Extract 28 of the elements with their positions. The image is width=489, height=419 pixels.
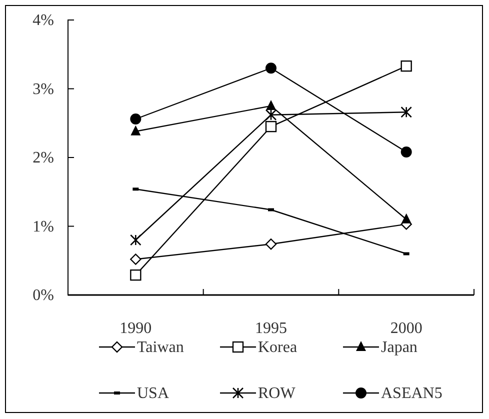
legend-label: ROW: [258, 385, 296, 402]
point: [266, 62, 276, 74]
y-tick-label: 1%: [32, 218, 54, 236]
legend-label: Korea: [258, 339, 298, 356]
point: [130, 234, 142, 246]
legend-label: Japan: [381, 339, 418, 356]
legend-label: Taiwan: [137, 339, 184, 356]
y-tick-label: 0%: [32, 287, 54, 304]
y-tick-label: 2%: [32, 150, 54, 167]
point: [266, 100, 276, 110]
point: [401, 213, 412, 224]
x-tick-label: 1995: [255, 320, 287, 337]
point: [400, 60, 412, 72]
legend-label: ASEAN5: [381, 385, 442, 402]
point: [400, 106, 412, 118]
point: [130, 269, 142, 281]
point: [400, 146, 412, 158]
x-tick-label: 2000: [390, 320, 422, 337]
legend-label: USA: [137, 385, 170, 402]
point: [265, 120, 277, 132]
point: [130, 254, 142, 265]
point: [265, 109, 277, 121]
y-tick-label: 4%: [32, 12, 54, 30]
y-tick-label: 3%: [32, 80, 54, 98]
point: [130, 114, 142, 124]
point: [265, 238, 277, 250]
point: [130, 125, 141, 136]
x-tick-label: 1990: [120, 320, 152, 337]
